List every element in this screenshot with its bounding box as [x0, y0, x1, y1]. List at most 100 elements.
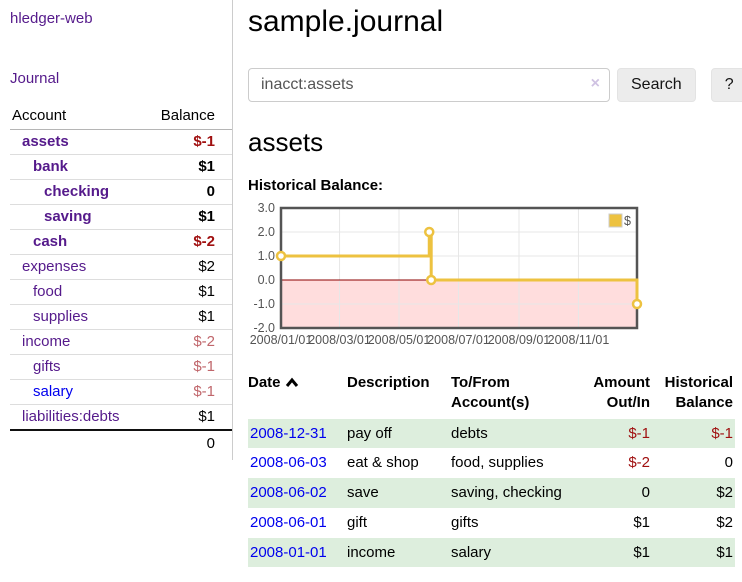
register-row: 2008-06-02 save saving, checking 0 $2 [248, 478, 735, 508]
svg-text:$: $ [624, 214, 631, 228]
account-row: income $-2 [10, 329, 232, 355]
register-header-row: Date Description To/From Account(s) Amou… [248, 370, 735, 419]
svg-text:2008/01/01: 2008/01/01 [250, 333, 313, 345]
account-row: liabilities:debts $1 [10, 404, 232, 430]
register-balance: $1 [716, 543, 733, 561]
chart-title: Historical Balance: [248, 177, 384, 194]
account-link[interactable]: expenses [22, 258, 87, 275]
account-link[interactable]: cash [33, 233, 68, 250]
register-row: 2008-12-31 pay off debts $-1 $-1 [248, 418, 735, 449]
register-balance: $-1 [711, 424, 733, 442]
register-balance: $2 [716, 513, 733, 531]
register-description: gift [347, 513, 368, 531]
account-link[interactable]: income [22, 333, 71, 350]
account-balance: $-2 [143, 229, 232, 255]
svg-text:2008/09/01: 2008/09/01 [488, 333, 551, 345]
register-amount: $1 [633, 543, 650, 561]
svg-text:2008/07/01: 2008/07/01 [427, 333, 490, 345]
register-row: 2008-01-01 income salary $1 $1 [248, 537, 735, 568]
account-row: salary $-1 [10, 379, 232, 405]
account-total-row: 0 [10, 429, 232, 456]
account-table-body: assets $-1 bank $1 checking 0 saving $1 … [10, 130, 232, 430]
register-date-link[interactable]: 2008-06-01 [250, 513, 327, 531]
account-balance: $1 [143, 404, 232, 430]
account-balance: 0 [143, 179, 232, 205]
account-balance: $-1 [193, 133, 215, 150]
account-row: gifts $-1 [10, 354, 232, 380]
balance-column-header-register: Historical Balance [664, 374, 733, 412]
account-column-header: Account [10, 104, 144, 130]
account-row: expenses $2 [10, 254, 232, 280]
sidebar: hledger-web Journal Account Balance asse… [0, 0, 233, 460]
account-balance-table: Account Balance assets $-1 bank $1 check… [10, 104, 232, 456]
brand-link[interactable]: hledger-web [10, 10, 93, 27]
register-accounts: saving, checking [451, 484, 562, 501]
account-balance: $1 [143, 154, 232, 180]
register-date-link[interactable]: 2008-06-03 [250, 454, 327, 472]
balance-chart: 3.0 2.0 1.0 0.0 -1.0 -2.02008/01/012008/03/01… [250, 201, 643, 347]
register-amount: $1 [633, 513, 650, 531]
account-link[interactable]: salary [33, 383, 74, 400]
sidebar-item-journal[interactable]: Journal [10, 70, 60, 87]
svg-text:0.0: 0.0 [258, 273, 275, 287]
account-link[interactable]: supplies [33, 308, 89, 325]
page-title: sample.journal [248, 5, 444, 38]
accounts-column-header: To/From Account(s) [451, 374, 530, 412]
svg-text:1.0: 1.0 [258, 249, 275, 263]
register-amount: $-2 [628, 454, 650, 472]
register-description: eat & shop [347, 454, 419, 472]
account-link[interactable]: gifts [33, 358, 61, 375]
main-content: sample.journal × Search ? assets Histori… [233, 0, 742, 577]
register-accounts: food, supplies [451, 454, 544, 472]
register-row: 2008-06-01 gift gifts $1 $2 [248, 508, 735, 538]
register-description: save [347, 484, 379, 501]
account-row: bank $1 [10, 154, 232, 180]
account-row: assets $-1 [10, 130, 232, 155]
account-link[interactable]: checking [44, 183, 110, 200]
account-link[interactable]: bank [33, 158, 69, 175]
description-column-header: Description [347, 374, 430, 391]
account-link[interactable]: liabilities:debts [22, 408, 120, 425]
account-link[interactable]: saving [44, 208, 92, 225]
account-heading: assets [248, 127, 324, 157]
account-link[interactable]: assets [22, 133, 69, 150]
sort-ascending-icon [285, 377, 298, 387]
account-row: cash $-2 [10, 229, 232, 255]
amount-column-header: Amount Out/In [593, 374, 650, 412]
register-amount: $-1 [628, 424, 650, 442]
account-balance: $-1 [143, 379, 232, 405]
register-accounts: gifts [451, 513, 479, 531]
date-column-header[interactable]: Date [248, 370, 347, 419]
account-row: food $1 [10, 279, 232, 305]
register-row: 2008-06-03 eat & shop food, supplies $-2… [248, 448, 735, 478]
account-row: saving $1 [10, 204, 232, 230]
register-description: income [347, 543, 396, 561]
register-date-link[interactable]: 2008-06-02 [250, 484, 327, 501]
register-table: Date Description To/From Account(s) Amou… [248, 370, 735, 568]
register-date-link[interactable]: 2008-12-31 [250, 424, 327, 442]
register-description: pay off [347, 424, 392, 442]
search-input[interactable] [248, 68, 610, 102]
search-button[interactable]: Search [617, 68, 696, 102]
svg-text:-1.0: -1.0 [253, 297, 275, 311]
svg-text:3.0: 3.0 [258, 203, 275, 215]
register-amount: 0 [641, 484, 650, 501]
svg-text:2008/11/01: 2008/11/01 [548, 333, 610, 345]
account-row: supplies $1 [10, 304, 232, 330]
register-date-link[interactable]: 2008-01-01 [250, 543, 327, 561]
account-balance: $2 [143, 254, 232, 280]
svg-text:2008/03/01: 2008/03/01 [308, 333, 371, 345]
account-balance: $-2 [143, 329, 232, 355]
register-accounts: salary [451, 543, 492, 561]
chart-container: 3.0 2.0 1.0 0.0 -1.0 -2.0 2008/01/01 2008/03/01… [248, 201, 742, 349]
balance-column-header: Balance [143, 104, 232, 130]
account-balance: $1 [143, 304, 232, 330]
clear-search-icon[interactable]: × [590, 75, 600, 92]
account-total-value: 0 [143, 429, 232, 456]
help-button[interactable]: ? [710, 68, 742, 102]
register-balance: 0 [724, 454, 733, 472]
account-link[interactable]: food [33, 283, 63, 300]
account-row: checking 0 [10, 179, 232, 205]
svg-text:-2.0: -2.0 [253, 321, 275, 335]
